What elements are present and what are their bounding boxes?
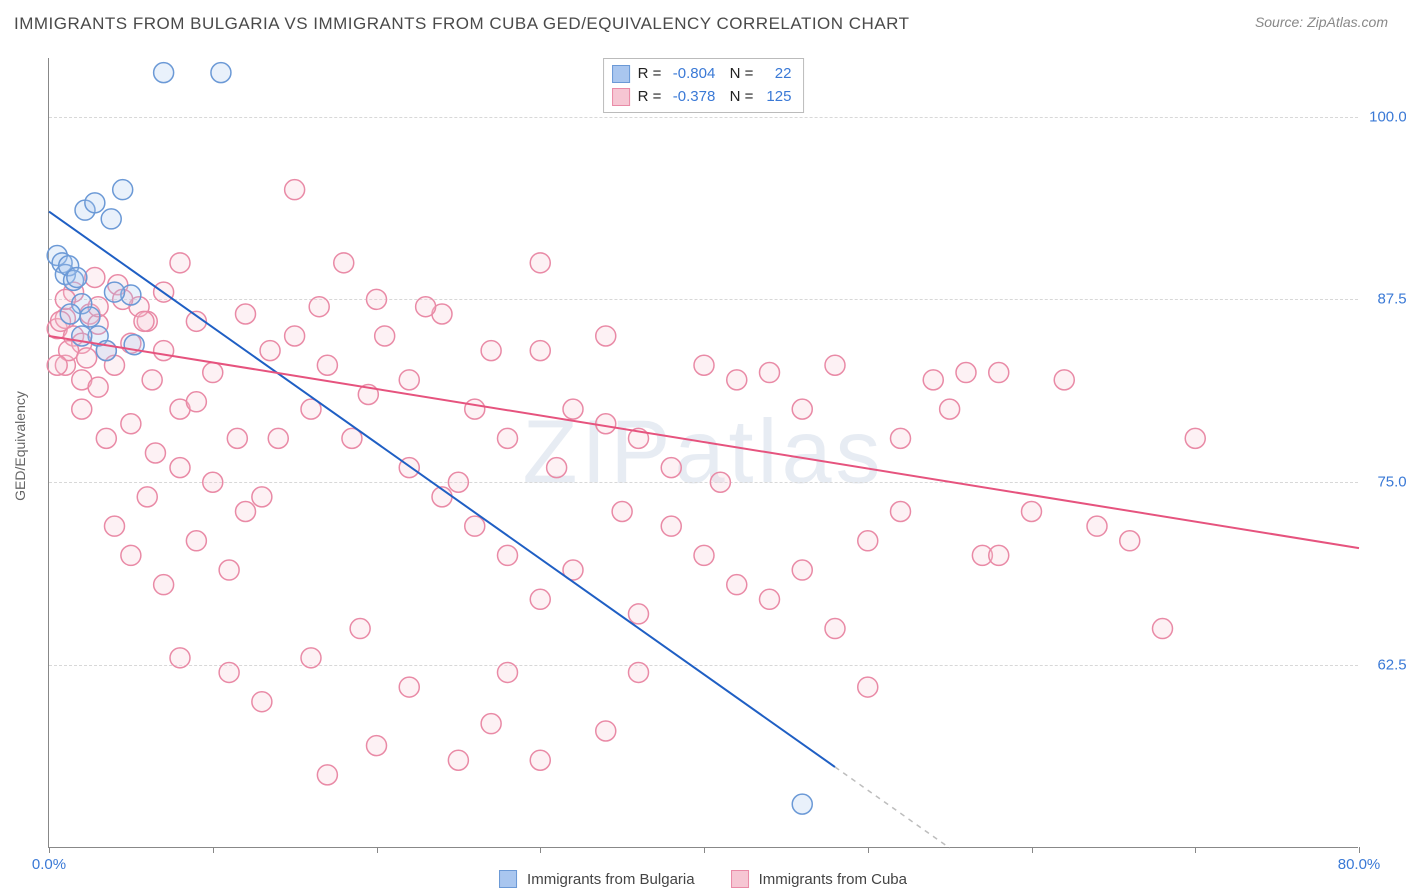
chart-container: IMMIGRANTS FROM BULGARIA VS IMMIGRANTS F…: [0, 0, 1406, 892]
legend-label-cuba: Immigrants from Cuba: [759, 871, 907, 888]
legend-label-bulgaria: Immigrants from Bulgaria: [527, 871, 695, 888]
stat-n-label: N =: [721, 86, 753, 109]
bottom-legend: Immigrants from Bulgaria Immigrants from…: [499, 870, 907, 888]
stat-n-value-cuba: 125: [759, 86, 791, 109]
chart-title: IMMIGRANTS FROM BULGARIA VS IMMIGRANTS F…: [14, 14, 910, 34]
stats-row-cuba: R = -0.378 N = 125: [612, 86, 792, 109]
y-axis-label: GED/Equivalency: [12, 391, 28, 501]
scatter-svg: [49, 58, 1358, 847]
stat-r-label: R =: [638, 63, 662, 86]
swatch-cuba: [612, 88, 630, 106]
stat-r-value-bulgaria: -0.804: [667, 63, 715, 86]
y-tick-label: 75.0%: [1364, 474, 1406, 491]
swatch-bulgaria: [612, 65, 630, 83]
stat-n-value-bulgaria: 22: [759, 63, 791, 86]
source-attribution: Source: ZipAtlas.com: [1255, 14, 1388, 30]
stats-row-bulgaria: R = -0.804 N = 22: [612, 63, 792, 86]
swatch-bulgaria: [499, 870, 517, 888]
swatch-cuba: [731, 870, 749, 888]
legend-item-cuba: Immigrants from Cuba: [731, 870, 907, 888]
y-tick-label: 62.5%: [1364, 657, 1406, 674]
x-tick-label: 0.0%: [32, 856, 66, 873]
stat-r-value-cuba: -0.378: [667, 86, 715, 109]
legend-item-bulgaria: Immigrants from Bulgaria: [499, 870, 695, 888]
stat-r-label: R =: [638, 86, 662, 109]
stats-legend-box: R = -0.804 N = 22 R = -0.378 N = 125: [603, 58, 805, 113]
y-tick-label: 100.0%: [1364, 108, 1406, 125]
y-tick-label: 87.5%: [1364, 291, 1406, 308]
x-tick-label: 80.0%: [1338, 856, 1381, 873]
plot-area: ZIPatlas 62.5%75.0%87.5%100.0% 0.0%80.0%…: [48, 58, 1358, 848]
stat-n-label: N =: [721, 63, 753, 86]
